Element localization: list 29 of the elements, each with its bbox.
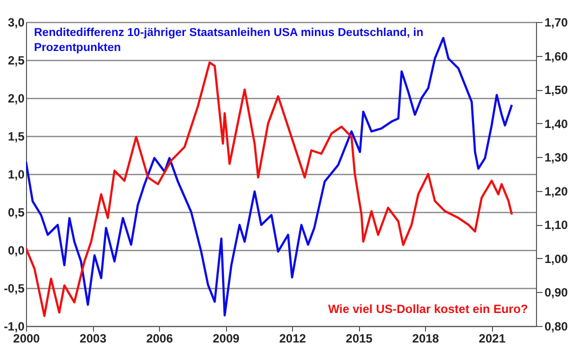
y-tick-label: 1,5	[8, 130, 25, 144]
y2-tick-label: 0,90	[544, 286, 568, 300]
y-tick-label: 2,0	[8, 92, 25, 106]
y-tick-label: 1,0	[8, 168, 25, 182]
y2-tick-label: 1,60	[544, 49, 568, 64]
y-tick-label: 0,0	[8, 244, 25, 258]
series-label: Renditedifferenz 10-jähriger Staatsanleihen USA minus Deutschland, in Prozentpunkten	[34, 27, 424, 54]
y2-tick-label: 1,00	[544, 252, 568, 266]
x-tick-label: 2009	[212, 332, 240, 346]
y2-tick-label: 1,10	[544, 218, 568, 232]
y2-tick-label: 0,80	[544, 320, 568, 334]
y-tick-label: 0,5	[8, 206, 25, 220]
y2-tick-label: 1,70	[544, 16, 568, 30]
x-tick-label: 2015	[346, 332, 373, 346]
y2-tick-label: 1,20	[544, 184, 568, 198]
y-tick-label: -0,5	[4, 282, 25, 296]
x-tick-label: 2000	[13, 332, 40, 346]
x-tick-label: 2018	[412, 332, 440, 346]
y-tick-label: 2,5	[8, 54, 25, 68]
y-tick-label: -1,0	[4, 320, 25, 334]
x-tick-label: 2003	[80, 332, 107, 346]
y-tick-label: 3,0	[8, 16, 25, 30]
x-tick-label: 2021	[478, 332, 506, 346]
x-tick-label: 2006	[146, 332, 174, 346]
y2-tick-label: 1,30	[544, 150, 568, 165]
y2-tick-label: 1,50	[544, 83, 568, 98]
x-tick-label: 2012	[279, 332, 306, 346]
y2-tick-label: 1,40	[544, 116, 568, 131]
text: Wie viel US-Dollar kostet ein Euro?	[328, 302, 528, 316]
